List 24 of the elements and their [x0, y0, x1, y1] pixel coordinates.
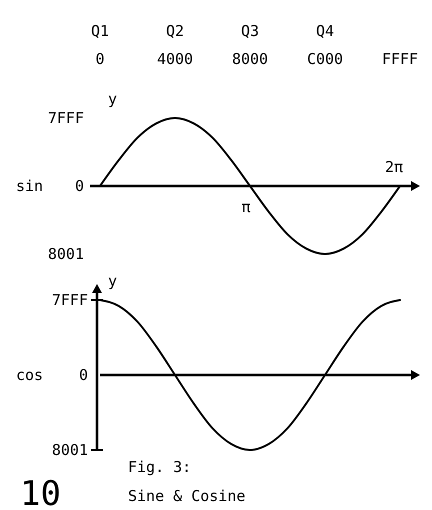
text: Q4 — [316, 22, 334, 40]
text: Q1 — [90, 22, 110, 40]
text: Sine & Cosine — [128, 487, 246, 505]
text: Fig. 3: — [128, 458, 192, 476]
x-tick-label: FFFF — [382, 50, 418, 68]
text: Q3 — [240, 22, 260, 40]
text: 7FFF — [48, 109, 84, 127]
x-tick-label: C000 — [306, 50, 344, 68]
text: 0 — [74, 177, 84, 195]
text: 10 — [20, 474, 61, 510]
text: 8001 — [52, 441, 88, 459]
y-axis-title: y — [108, 90, 118, 108]
text: Q2 — [166, 22, 184, 40]
text: sin — [16, 177, 44, 195]
text: 8001 — [48, 245, 84, 263]
y-axis-title: y — [108, 272, 118, 290]
x-tick-label: 4000 — [156, 50, 194, 68]
text: 7FFF — [52, 291, 88, 309]
annotation: π — [241, 198, 251, 216]
x-tick-label: 0 — [95, 50, 105, 68]
text: 0 — [78, 366, 88, 384]
annotation: 2π — [384, 158, 404, 176]
x-tick-label: 8000 — [232, 50, 268, 68]
text: cos — [16, 366, 44, 384]
